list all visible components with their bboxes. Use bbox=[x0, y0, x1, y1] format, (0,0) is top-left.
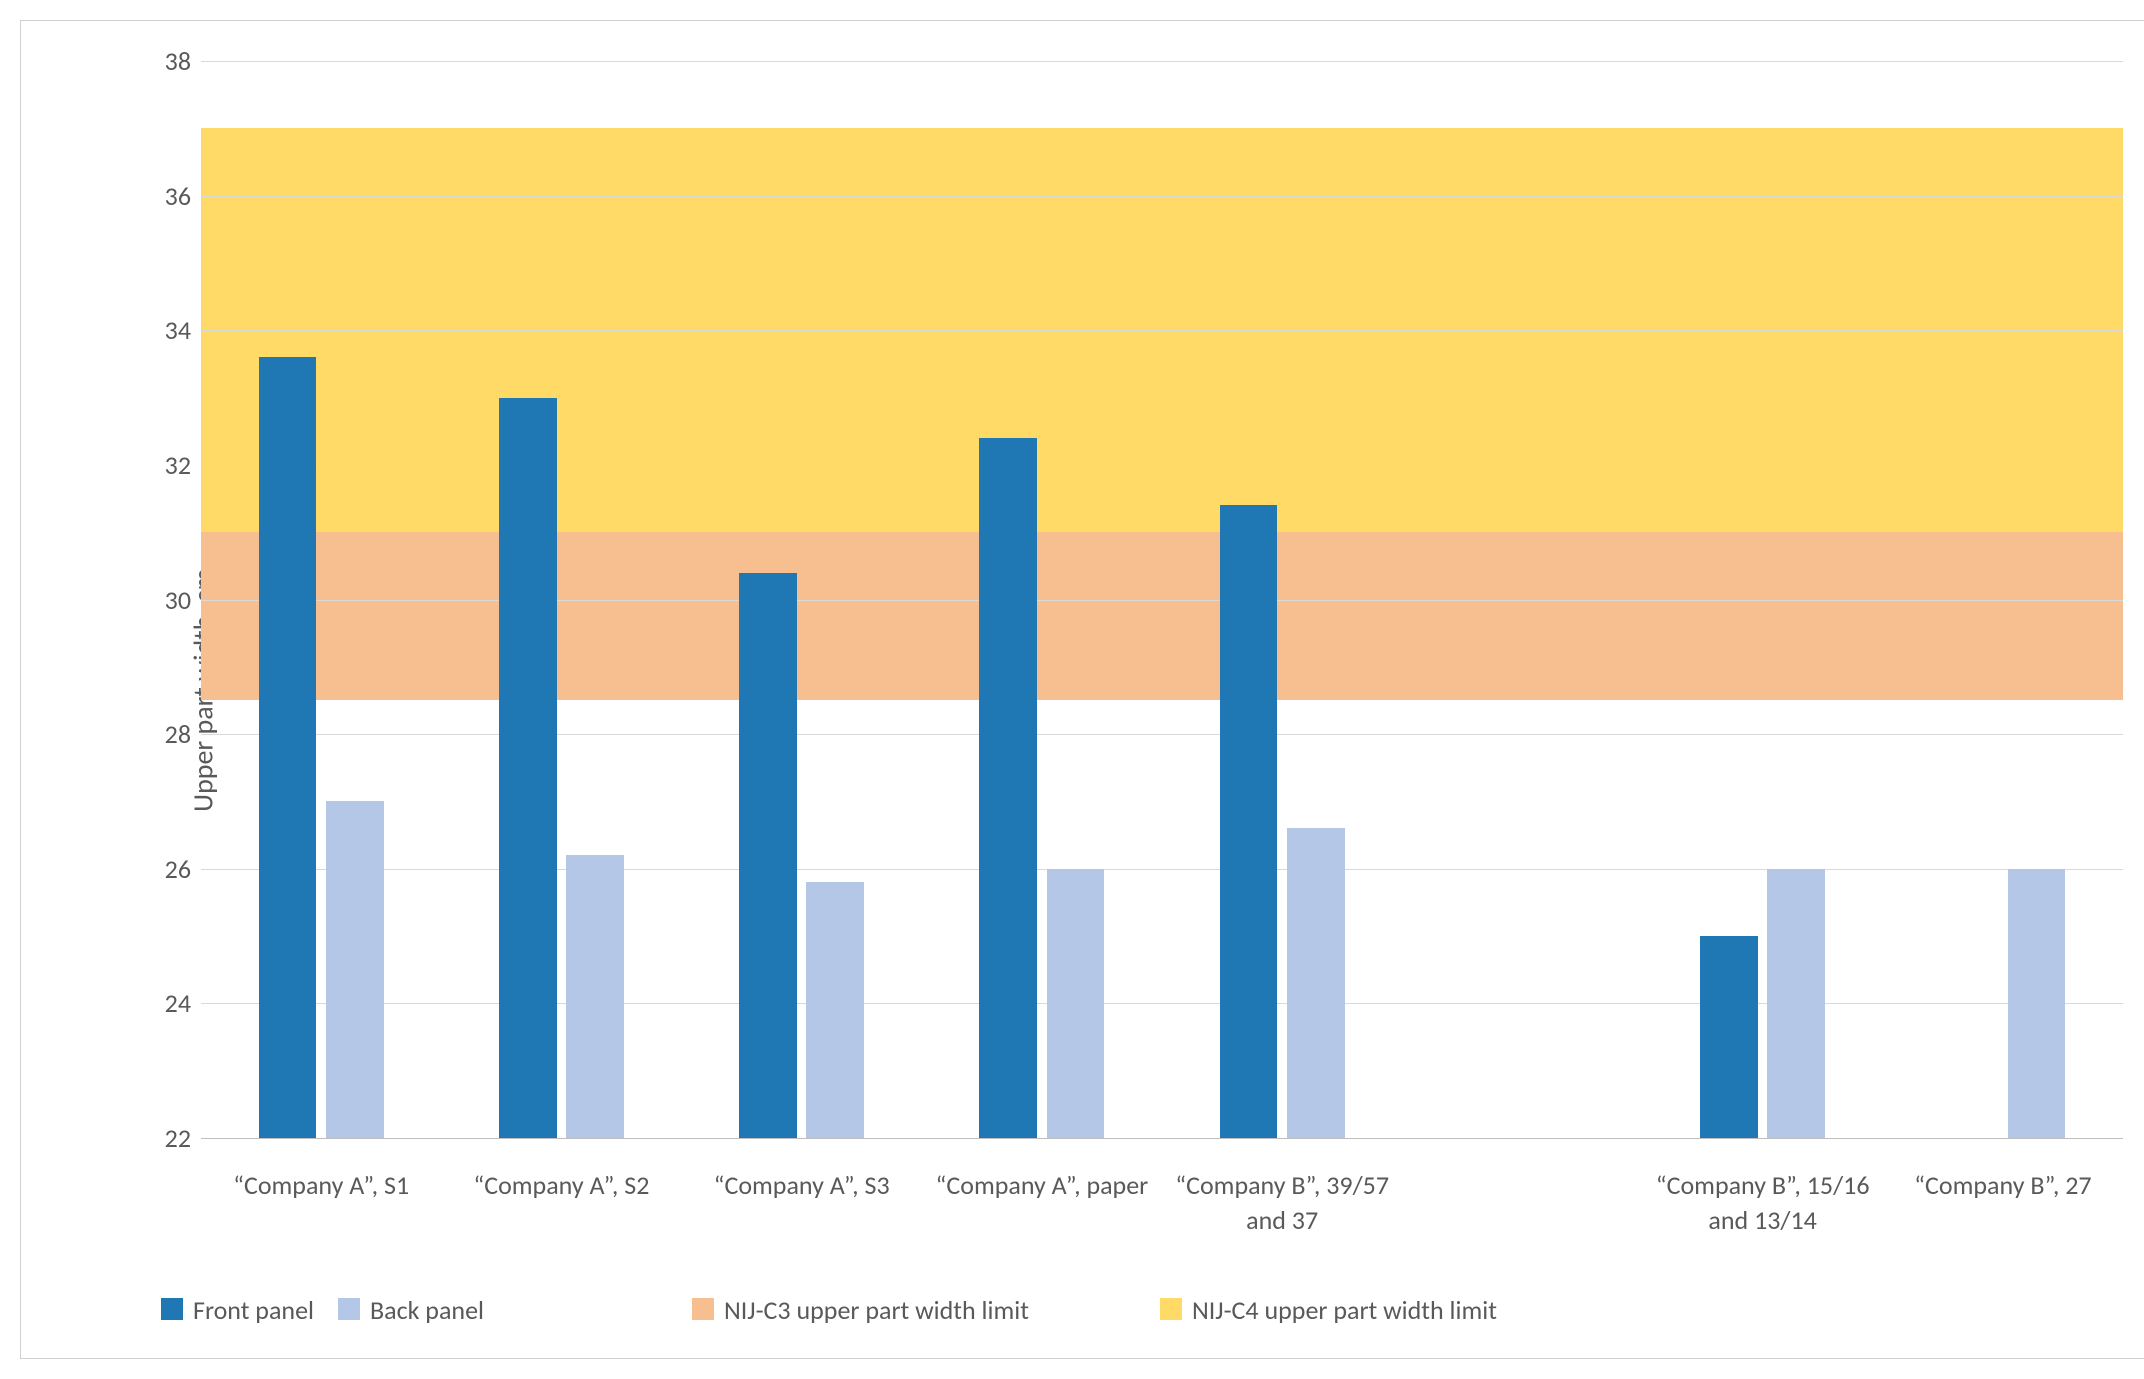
x-tick-label: “Company A”, S1 bbox=[201, 1158, 441, 1238]
bar-back bbox=[1047, 869, 1105, 1138]
legend-swatch-band-c3 bbox=[692, 1298, 714, 1320]
category-slot bbox=[1883, 61, 2123, 1138]
category-slot bbox=[682, 61, 922, 1138]
category-slot bbox=[441, 61, 681, 1138]
y-tick-label: 24 bbox=[165, 987, 191, 1019]
legend-label-back: Back panel bbox=[370, 1294, 484, 1328]
category-slot bbox=[201, 61, 441, 1138]
bar-front bbox=[499, 398, 557, 1138]
bars-layer bbox=[201, 61, 2123, 1138]
bar-front bbox=[739, 573, 797, 1138]
x-tick-label: “Company B”, 27 bbox=[1883, 1158, 2123, 1238]
bar-back bbox=[326, 801, 384, 1138]
legend-item-back: Back panel bbox=[338, 1294, 484, 1328]
bar-back bbox=[566, 855, 624, 1138]
x-tick-label: “Company B”, 15/16 and 13/14 bbox=[1643, 1158, 1883, 1238]
gridline bbox=[201, 1138, 2123, 1139]
y-tick-label: 28 bbox=[165, 718, 191, 750]
bar-front bbox=[259, 357, 317, 1138]
legend-swatch-front bbox=[161, 1298, 183, 1320]
bar-back bbox=[1767, 869, 1825, 1138]
legend-swatch-back bbox=[338, 1298, 360, 1320]
legend-swatch-band-c4 bbox=[1160, 1298, 1182, 1320]
legend-item-band-c4: NIJ-C4 upper part width limit bbox=[1160, 1294, 1500, 1328]
legend-label-front: Front panel bbox=[193, 1294, 314, 1328]
bar-back bbox=[806, 882, 864, 1138]
plot-area: 222426283032343638 bbox=[201, 61, 2123, 1138]
x-tick-label: “Company A”, S2 bbox=[441, 1158, 681, 1238]
x-tick-label: “Company A”, paper bbox=[922, 1158, 1162, 1238]
x-axis-labels: “Company A”, S1“Company A”, S2“Company A… bbox=[201, 1158, 2123, 1238]
y-tick-label: 26 bbox=[165, 853, 191, 885]
y-tick-label: 38 bbox=[165, 45, 191, 77]
x-tick-label: “Company A”, S3 bbox=[682, 1158, 922, 1238]
y-tick-label: 36 bbox=[165, 180, 191, 212]
category-slot bbox=[1402, 61, 1642, 1138]
legend-label-band-c3: NIJ-C3 upper part width limit bbox=[724, 1294, 1029, 1328]
y-tick-label: 32 bbox=[165, 449, 191, 481]
y-tick-label: 34 bbox=[165, 314, 191, 346]
bar-front bbox=[1700, 936, 1758, 1138]
x-tick-label: “Company B”, 39/57 and 37 bbox=[1162, 1158, 1402, 1238]
category-slot bbox=[1643, 61, 1883, 1138]
legend-item-band-c3: NIJ-C3 upper part width limit bbox=[692, 1294, 1032, 1328]
y-tick-label: 30 bbox=[165, 584, 191, 616]
legend-item-front: Front panel bbox=[161, 1294, 314, 1328]
chart-container: Upper part width, cm 222426283032343638 … bbox=[20, 20, 2144, 1359]
legend: Front panel Back panel NIJ-C3 upper part… bbox=[161, 1294, 2123, 1328]
bar-front bbox=[1220, 505, 1278, 1138]
category-slot bbox=[1162, 61, 1402, 1138]
y-tick-label: 22 bbox=[165, 1122, 191, 1154]
bar-front bbox=[979, 438, 1037, 1138]
bar-back bbox=[1287, 828, 1345, 1138]
bar-back bbox=[2008, 869, 2066, 1138]
x-tick-label bbox=[1402, 1158, 1642, 1238]
category-slot bbox=[922, 61, 1162, 1138]
legend-label-band-c4: NIJ-C4 upper part width limit bbox=[1192, 1294, 1497, 1328]
